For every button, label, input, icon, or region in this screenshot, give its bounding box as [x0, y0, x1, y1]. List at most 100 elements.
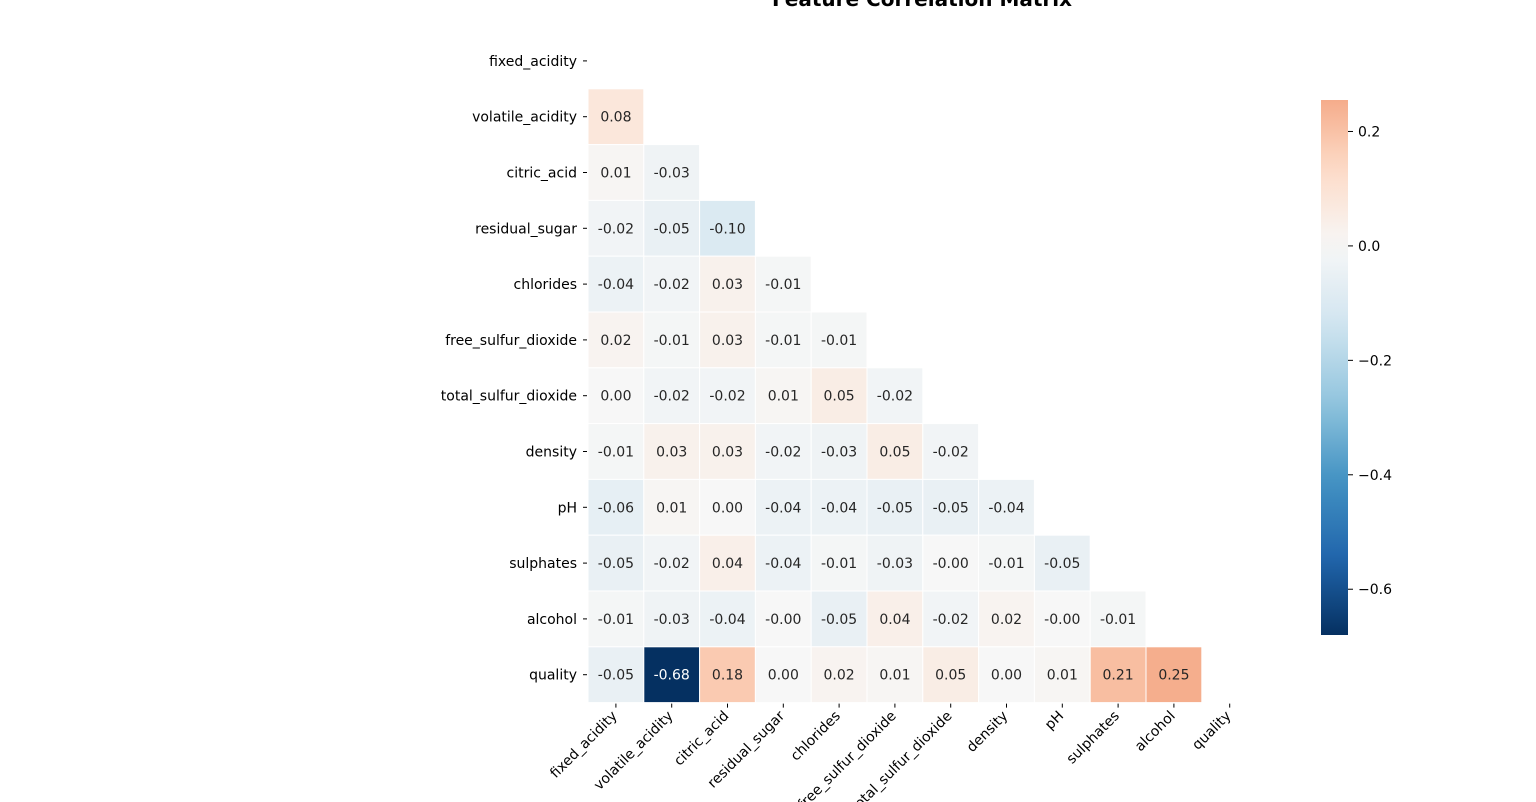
heatmap-cell-quality-fixed_acidity [587, 646, 645, 704]
heatmap-cell-free_sulfur_dioxide-volatile_acidity [643, 311, 701, 369]
heatmap-cell-density-volatile_acidity [643, 423, 701, 480]
heatmap-cell-pH-fixed_acidity [587, 478, 645, 536]
cell-value-label: -0.01 [598, 445, 634, 461]
cell-value-label: -0.04 [821, 500, 857, 516]
cell-value-label: -0.00 [765, 612, 801, 628]
y-tick-label-residual_sugar: residual_sugar [475, 221, 577, 237]
cell-value-label: 0.05 [824, 389, 855, 405]
heatmap-cell-volatile_acidity-fixed_acidity [587, 88, 645, 146]
colorbar: 0.2 0.0 −0.2 −0.4 −0.6 [1321, 100, 1392, 635]
cell-value-label: 0.02 [600, 333, 631, 349]
heatmap-cell-sulphates-total_sulfur_dioxide [922, 534, 980, 592]
cell-value-label: -0.01 [1100, 612, 1136, 628]
heatmap-cell-alcohol-density [978, 590, 1035, 648]
cell-value-label: -0.02 [709, 389, 745, 405]
heatmap-cell-density-residual_sugar [754, 423, 812, 480]
y-tick-label-alcohol: alcohol [527, 612, 577, 628]
cell-value-label: 0.18 [712, 668, 743, 684]
heatmap-cell-free_sulfur_dioxide-residual_sugar [754, 311, 812, 369]
heatmap-cell-alcohol-pH [1033, 590, 1091, 648]
cell-value-label: -0.01 [988, 556, 1024, 572]
cell-value-label: -0.02 [654, 556, 690, 572]
x-axis-ticks: fixed_acidityvolatile_aciditycitric_acid… [547, 703, 1235, 802]
heatmap-cell-alcohol-volatile_acidity [643, 590, 701, 648]
cell-value-label: -0.01 [598, 612, 634, 628]
colorbar-tick-label: −0.2 [1358, 353, 1392, 369]
heatmap-cell-chlorides-residual_sugar [754, 255, 812, 313]
cell-value-label: 0.01 [1047, 668, 1078, 684]
cell-value-label: -0.05 [933, 500, 969, 516]
heatmap-cell-total_sulfur_dioxide-fixed_acidity [587, 367, 645, 425]
cell-value-label: -0.04 [709, 612, 745, 628]
y-tick-label-quality: quality [529, 668, 577, 684]
x-tick-label-chlorides: chlorides [788, 708, 844, 764]
cell-value-label: 0.00 [768, 668, 799, 684]
heatmap-cell-quality-pH [1033, 646, 1091, 704]
cell-value-label: 0.00 [600, 389, 631, 405]
cell-value-label: -0.03 [877, 556, 913, 572]
cell-value-label: 0.25 [1158, 668, 1189, 684]
heatmap-cell-total_sulfur_dioxide-residual_sugar [754, 367, 812, 425]
cell-value-label: 0.04 [712, 556, 743, 572]
cell-value-label: 0.01 [879, 668, 910, 684]
cell-value-label: -0.05 [598, 668, 634, 684]
y-tick-label-density: density [526, 445, 577, 461]
cell-value-label: 0.03 [712, 333, 743, 349]
heatmap-cell-density-free_sulfur_dioxide [866, 423, 924, 480]
y-tick-label-pH: pH [558, 500, 577, 516]
cell-value-label: -0.01 [765, 333, 801, 349]
cell-value-label: 0.02 [991, 612, 1022, 628]
y-axis-ticks: fixed_acidity volatile_acidity citric_acid… [441, 54, 587, 684]
cell-value-label: -0.05 [821, 612, 857, 628]
cell-value-label: 0.05 [935, 668, 966, 684]
cell-value-label: 0.03 [712, 445, 743, 461]
x-tick-label-alcohol: alcohol [1132, 708, 1179, 755]
cell-value-label: 0.03 [656, 445, 687, 461]
heatmap-cell-total_sulfur_dioxide-free_sulfur_dioxide [866, 367, 924, 425]
cell-value-label: 0.05 [879, 445, 910, 461]
heatmap-cell-total_sulfur_dioxide-volatile_acidity [643, 367, 701, 425]
cell-value-label: -0.03 [821, 445, 857, 461]
heatmap-cell-total_sulfur_dioxide-chlorides [810, 367, 868, 425]
y-tick-label-sulphates: sulphates [509, 556, 577, 572]
heatmap-cell-quality-free_sulfur_dioxide [866, 646, 924, 704]
cell-value-label: -0.05 [598, 556, 634, 572]
heatmap-cell-alcohol-sulphates [1089, 590, 1147, 648]
cell-value-label: -0.02 [765, 445, 801, 461]
heatmap-cell-citric_acid-fixed_acidity [587, 144, 645, 201]
cell-value-label: -0.01 [765, 277, 801, 293]
cell-value-label: -0.04 [765, 556, 801, 572]
cell-value-label: -0.02 [654, 277, 690, 293]
y-tick-label-fixed_acidity: fixed_acidity [489, 54, 577, 70]
cell-value-label: 0.04 [879, 612, 910, 628]
heatmap-cell-sulphates-fixed_acidity [587, 534, 645, 592]
cell-value-label: 0.01 [768, 389, 799, 405]
y-tick-label-citric_acid: citric_acid [507, 166, 577, 182]
cell-value-label: -0.05 [877, 500, 913, 516]
y-tick-label-chlorides: chlorides [514, 277, 577, 293]
cell-value-label: 0.01 [656, 500, 687, 516]
heatmap-cell-quality-chlorides [810, 646, 868, 704]
heatmap-cell-alcohol-fixed_acidity [587, 590, 645, 648]
cell-value-label: -0.03 [654, 166, 690, 182]
colorbar-tick-label: −0.4 [1358, 468, 1392, 484]
colorbar-gradient [1321, 100, 1348, 635]
x-tick-label-quality: quality [1189, 708, 1234, 753]
cell-value-label: -0.04 [765, 500, 801, 516]
cell-value-label: -0.10 [709, 221, 745, 237]
cell-value-label: 0.02 [824, 668, 855, 684]
heatmap-cell-alcohol-residual_sugar [754, 590, 812, 648]
heatmap-cell-quality-volatile_acidity [643, 646, 701, 704]
heatmap-cell-density-fixed_acidity [587, 423, 645, 480]
cell-value-label: 0.00 [991, 668, 1022, 684]
cell-value-label: -0.00 [1044, 612, 1080, 628]
colorbar-tick-label: 0.0 [1358, 239, 1380, 255]
cell-value-label: -0.03 [654, 612, 690, 628]
cell-value-label: -0.06 [598, 500, 634, 516]
x-tick-label-pH: pH [1042, 708, 1067, 733]
heatmap-cell-alcohol-citric_acid [699, 590, 756, 648]
heatmap-cell-sulphates-pH [1033, 534, 1091, 592]
cell-value-label: -0.01 [821, 333, 857, 349]
x-tick-label-citric_acid: citric_acid [671, 708, 732, 769]
